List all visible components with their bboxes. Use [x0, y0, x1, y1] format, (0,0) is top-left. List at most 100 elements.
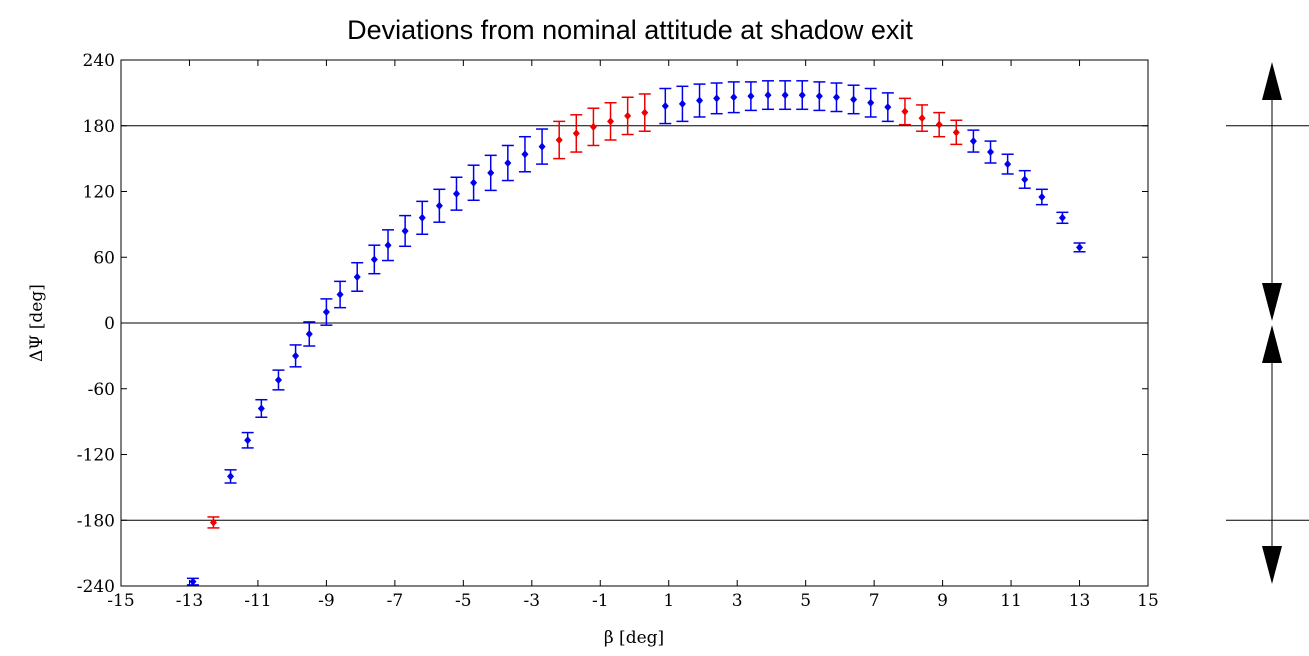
x-tick-label: 15	[1137, 591, 1159, 611]
point-marker	[487, 168, 495, 177]
data-point	[450, 176, 463, 211]
point-marker	[661, 102, 669, 111]
point-marker	[1076, 243, 1084, 252]
data-points	[186, 80, 1086, 586]
point-marker	[384, 241, 392, 250]
range-annotation	[1226, 62, 1309, 584]
data-point	[933, 111, 946, 138]
point-marker	[696, 96, 704, 105]
data-point	[779, 80, 792, 111]
x-tick-label: -13	[176, 591, 203, 611]
y-tick-label: 180	[83, 117, 115, 137]
data-point	[1056, 211, 1069, 225]
data-point	[621, 96, 634, 136]
chart-title: Deviations from nominal attitude at shad…	[347, 15, 913, 45]
point-marker	[555, 135, 563, 144]
data-point	[334, 280, 347, 309]
data-point	[898, 97, 911, 126]
data-point	[467, 164, 480, 202]
point-marker	[884, 103, 892, 112]
data-point	[1001, 153, 1014, 175]
y-tick-label: -120	[77, 446, 115, 466]
point-marker	[452, 189, 460, 198]
point-marker	[713, 94, 721, 103]
point-marker	[470, 178, 478, 187]
data-point	[416, 200, 429, 235]
y-tick-label: -240	[77, 577, 115, 597]
plot-frame	[120, 59, 1149, 587]
data-point	[830, 82, 843, 113]
y-axis-label: ΔΨ [deg]	[27, 284, 47, 362]
point-marker	[935, 120, 943, 129]
data-point	[224, 469, 237, 484]
point-marker	[781, 91, 789, 100]
data-point	[255, 398, 268, 418]
point-marker	[538, 142, 546, 151]
reference-lines	[121, 125, 1148, 521]
data-point	[950, 119, 963, 146]
data-point	[693, 83, 706, 118]
data-point	[864, 87, 877, 118]
point-marker	[747, 92, 755, 101]
y-axis: -240 -180 -120 -60 0 60 120 180 240	[77, 51, 1148, 597]
data-point	[536, 128, 549, 165]
data-point	[638, 93, 651, 132]
data-point	[501, 144, 514, 182]
point-marker	[1021, 175, 1029, 184]
point-marker	[1038, 192, 1046, 201]
data-point	[570, 114, 583, 153]
data-point	[847, 84, 860, 115]
point-marker	[1004, 160, 1012, 169]
arrow-head	[1262, 283, 1282, 321]
point-marker	[336, 290, 344, 299]
data-point	[967, 129, 980, 153]
x-tick-label: 13	[1069, 591, 1091, 611]
data-point	[744, 81, 757, 112]
x-tick-label: 1	[663, 591, 674, 611]
data-point	[762, 80, 775, 111]
arrow-head	[1262, 325, 1282, 363]
x-tick-label: -5	[455, 591, 472, 611]
data-point	[813, 81, 826, 112]
point-marker	[815, 92, 823, 101]
point-marker	[624, 111, 632, 120]
data-point	[1073, 242, 1086, 253]
x-tick-label: 11	[1000, 591, 1022, 611]
data-point	[320, 298, 333, 326]
point-marker	[209, 518, 217, 527]
data-point	[676, 85, 689, 123]
data-point	[710, 82, 723, 115]
y-tick-label: -180	[77, 511, 115, 531]
point-marker	[322, 308, 330, 317]
data-point	[382, 229, 395, 262]
point-marker	[607, 117, 615, 126]
x-tick-label: -7	[387, 591, 404, 611]
point-marker	[227, 472, 235, 481]
data-point	[484, 154, 497, 192]
data-point	[518, 135, 531, 173]
point-marker	[292, 351, 300, 360]
x-tick-label: -11	[244, 591, 271, 611]
point-marker	[274, 375, 282, 384]
data-point	[796, 80, 809, 111]
point-marker	[901, 107, 909, 116]
data-point	[881, 92, 894, 123]
x-tick-label: 3	[732, 591, 743, 611]
x-tick-label: -15	[107, 591, 134, 611]
arrow-head	[1262, 62, 1282, 100]
y-tick-label: -60	[88, 380, 115, 400]
y-tick-label: 60	[93, 248, 115, 268]
data-point	[916, 104, 929, 132]
point-marker	[257, 404, 265, 413]
x-tick-label: 9	[937, 591, 948, 611]
point-marker	[730, 93, 738, 102]
y-tick-label: 120	[83, 183, 115, 203]
x-tick-label: 7	[869, 591, 880, 611]
x-axis: -15 -13 -11 -9 -7 -5 -3 -1 1 3 5 7 9 11 13 15	[107, 60, 1159, 611]
point-marker	[572, 129, 580, 138]
point-marker	[987, 148, 995, 157]
point-marker	[798, 91, 806, 100]
point-marker	[418, 213, 426, 222]
data-point	[433, 188, 446, 223]
